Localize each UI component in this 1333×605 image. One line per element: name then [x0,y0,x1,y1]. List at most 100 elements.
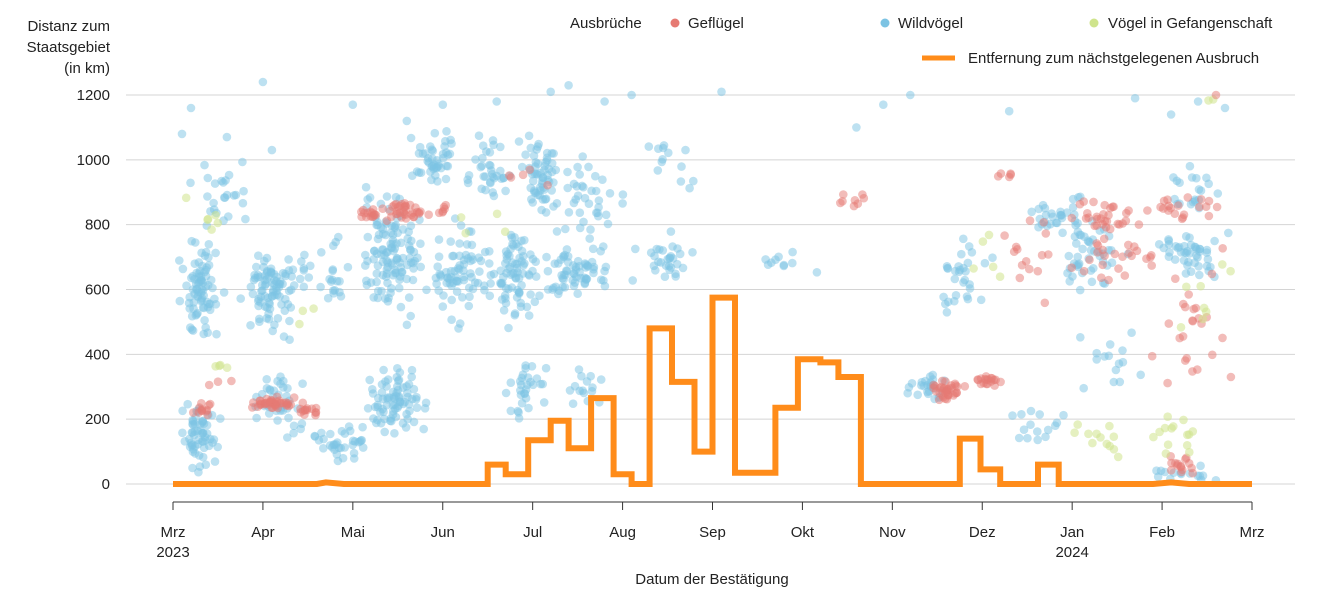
point-wild [365,193,375,202]
point-wild [238,198,248,208]
point-wild [329,289,339,298]
point-wild [522,302,532,312]
point-wild [561,224,570,234]
point-wild [260,281,270,290]
point-wild [462,240,472,249]
point-wild [1035,410,1044,419]
point-poultry [1085,255,1094,265]
point-wild [879,100,888,109]
point-wild [464,301,474,311]
point-wild [402,382,411,391]
point-wild [202,263,211,272]
point-wild [319,444,328,453]
point-wild [389,406,398,416]
scatter-points [175,77,1236,485]
point-poultry [1015,273,1025,283]
point-poultry [1171,274,1180,284]
point-wild [426,142,435,151]
point-wild [298,379,307,389]
point-wild [468,284,478,294]
point-poultry [289,393,299,402]
point-wild [361,182,371,192]
point-wild [1130,93,1140,103]
x-axis-title: Datum der Bestätigung [635,571,788,588]
x-tick-label-3: Jun [431,524,455,541]
point-wild [788,247,797,257]
point-wild [627,90,636,100]
point-wild [666,227,676,236]
point-poultry [1096,214,1106,223]
point-wild [373,286,383,296]
point-wild [517,398,527,408]
point-poultry [1184,290,1193,299]
point-wild [434,235,444,244]
point-wild [573,289,582,299]
point-poultry [1090,221,1099,231]
point-wild [517,162,527,172]
point-wild [596,275,606,285]
point-wild [605,189,615,198]
point-wild [383,297,393,306]
point-poultry [1189,304,1198,314]
legend-swatch-poultry [670,18,680,28]
point-wild [194,467,203,477]
point-captive [1070,428,1079,438]
point-wild [685,183,694,193]
point-wild [596,246,605,256]
point-wild [1052,418,1062,428]
point-poultry [1143,206,1152,215]
point-captive [1161,449,1171,458]
point-wild [959,234,968,244]
point-poultry [1099,234,1109,244]
point-wild [574,365,584,374]
point-wild [559,270,569,280]
point-poultry [1125,248,1134,257]
point-wild [238,157,247,167]
point-wild [446,237,456,246]
point-wild [250,273,260,283]
point-wild [175,296,185,306]
point-poultry [993,172,1003,181]
point-wild [549,283,558,293]
point-wild [204,240,214,249]
point-wild [284,255,293,264]
point-wild [903,388,912,398]
point-wild [501,259,510,268]
point-wild [676,177,686,186]
point-poultry [387,212,396,222]
point-wild [1086,266,1096,275]
point-wild [585,234,594,243]
point-captive [1160,423,1170,433]
point-captive [1196,281,1205,291]
point-wild [582,274,592,284]
point-poultry [543,180,552,190]
point-wild [560,283,570,292]
point-poultry [1098,260,1107,270]
point-wild [569,179,579,189]
point-wild [401,423,411,432]
point-wild [1196,461,1205,471]
point-wild [1058,228,1067,238]
point-wild [547,149,557,158]
point-wild [408,275,418,285]
point-wild [531,272,541,281]
point-wild [520,235,529,245]
point-wild [514,137,524,146]
point-wild [432,279,441,289]
point-wild [192,285,201,294]
point-poultry [990,381,999,390]
point-wild [678,263,688,273]
x-tick-label-10: Jan [1060,524,1084,541]
point-wild [420,404,430,413]
point-wild [657,157,667,167]
point-wild [508,269,518,278]
point-wild [573,162,582,172]
point-poultry [1166,203,1175,213]
point-wild [569,281,579,291]
point-wild [568,399,578,409]
point-wild [666,263,676,272]
point-poultry [360,208,369,218]
point-wild [488,136,498,145]
point-wild [390,429,399,438]
